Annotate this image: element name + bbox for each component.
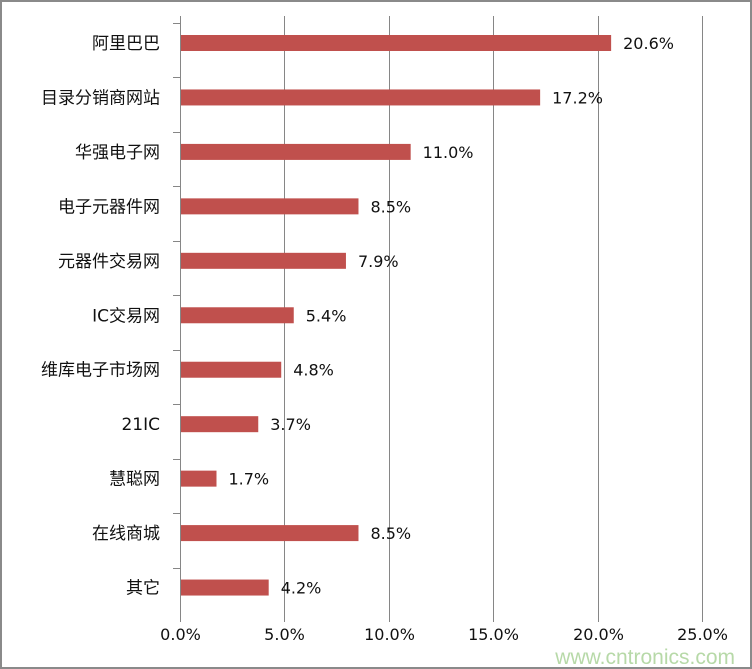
x-tick-label: 15.0% (468, 625, 519, 644)
data-label: 11.0% (423, 143, 474, 162)
category-label: IC交易网 (92, 306, 160, 326)
bar (181, 89, 541, 106)
data-label: 17.2% (552, 88, 603, 107)
data-label: 4.2% (281, 579, 322, 598)
category-label: 在线商城 (92, 524, 160, 544)
category-label: 阿里巴巴 (92, 34, 160, 54)
bar (181, 143, 411, 160)
x-tick-label: 5.0% (264, 625, 305, 644)
category-label: 电子元器件网 (58, 197, 160, 217)
category-label: 华强电子网 (75, 143, 160, 163)
x-tick-label: 10.0% (364, 625, 415, 644)
x-tick-label: 25.0% (677, 625, 728, 644)
data-label: 1.7% (228, 470, 269, 489)
x-tick-label: 0.0% (160, 625, 201, 644)
data-label: 20.6% (623, 34, 674, 53)
bar (181, 198, 359, 215)
data-label: 3.7% (270, 415, 311, 434)
category-label: 其它 (126, 579, 160, 599)
bar (181, 307, 294, 324)
bar (181, 470, 217, 487)
data-label: 4.8% (293, 361, 334, 380)
category-label: 目录分销商网站 (41, 88, 160, 108)
bar (181, 361, 282, 378)
watermark: www.cntronics.com (554, 646, 735, 669)
data-label: 8.5% (370, 524, 411, 543)
bar (181, 525, 359, 542)
bar (181, 35, 612, 51)
bar (181, 579, 269, 596)
category-label: 维库电子市场网 (41, 361, 160, 381)
category-label: 元器件交易网 (58, 252, 160, 272)
x-tick-label: 20.0% (573, 625, 624, 644)
bar (181, 252, 346, 269)
data-label: 7.9% (358, 252, 399, 271)
bar (181, 416, 259, 433)
category-label: 21IC (121, 415, 160, 435)
category-label: 慧聪网 (109, 470, 160, 490)
data-label: 5.4% (306, 306, 347, 325)
data-label: 8.5% (370, 197, 411, 216)
